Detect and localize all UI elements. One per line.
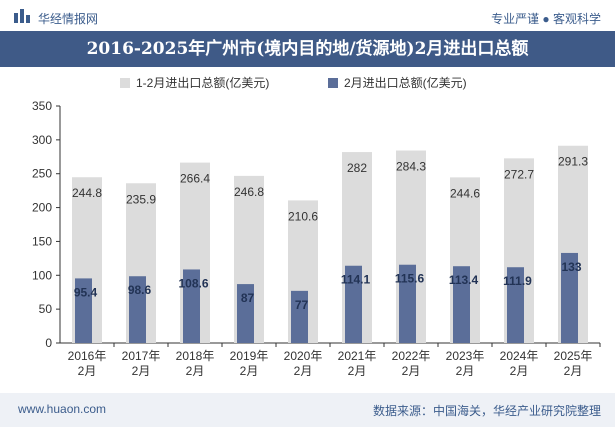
y-tick-label: 150 — [32, 234, 52, 248]
x-tick-label: 2月 — [78, 364, 97, 378]
slogan: 专业严谨 ● 客观科学 — [491, 12, 601, 26]
x-tick-label: 2月 — [186, 364, 205, 378]
chart-title: 2016-2025年广州市(境内目的地/货源地)2月进出口总额 — [86, 39, 529, 59]
legend-swatch-1 — [120, 78, 130, 88]
data-label-series1: 291.3 — [558, 155, 588, 169]
bar-series2 — [183, 269, 200, 343]
y-tick-label: 350 — [32, 99, 52, 113]
bar-series2 — [507, 267, 524, 343]
y-tick-label: 300 — [32, 133, 52, 147]
data-label-series1: 210.6 — [288, 209, 318, 223]
bar-series2 — [561, 252, 578, 343]
bar-series2 — [399, 264, 416, 343]
data-label-series2: 98.6 — [128, 283, 152, 297]
x-tick-label: 2月 — [510, 364, 529, 378]
legend-swatch-2 — [328, 78, 338, 88]
data-label-series1: 266.4 — [180, 172, 210, 186]
data-label-series2: 115.6 — [395, 272, 425, 286]
data-label-series1: 282 — [347, 161, 367, 175]
footer: www.huaon.com 数据来源：中国海关，华经产业研究院整理 — [0, 393, 615, 427]
x-tick-label: 2月 — [348, 364, 367, 378]
data-label-series1: 284.3 — [396, 159, 426, 173]
x-tick-label: 2月 — [402, 364, 421, 378]
top-bar: 华经情报网 专业严谨 ● 客观科学 — [0, 0, 615, 30]
bar-series2 — [291, 290, 308, 343]
x-tick-label: 2020年 — [284, 349, 323, 363]
data-label-series2: 95.4 — [74, 285, 98, 299]
data-source: 数据来源：中国海关，华经产业研究院整理 — [372, 404, 601, 418]
legend-label-2: 2月进出口总额(亿美元) — [344, 75, 467, 90]
x-tick-label: 2月 — [132, 364, 151, 378]
logo-icon — [14, 9, 30, 23]
x-tick-label: 2月 — [456, 364, 475, 378]
data-label-series2: 114.1 — [341, 273, 371, 287]
bar-chart: 1-2月进出口总额(亿美元) 2月进出口总额(亿美元) 0 50 100 150 200 25… — [32, 75, 601, 378]
x-tick-label: 2016年 — [68, 349, 107, 363]
x-tick-label: 2月 — [240, 364, 259, 378]
bar-series2 — [453, 266, 470, 343]
data-label-series1: 244.8 — [72, 186, 102, 200]
data-label-series2: 108.6 — [178, 276, 208, 290]
bar-series2 — [237, 284, 254, 343]
x-tick-label: 2月 — [294, 364, 313, 378]
x-tick-label: 2021年 — [338, 349, 377, 363]
legend-label-1: 1-2月进出口总额(亿美元) — [136, 75, 269, 90]
bar-series2 — [345, 265, 362, 343]
x-tick-label: 2023年 — [446, 349, 485, 363]
x-tick-label: 2018年 — [176, 349, 215, 363]
x-tick-label: 2月 — [564, 364, 583, 378]
y-tick-label: 100 — [32, 268, 52, 282]
y-tick-label: 50 — [39, 302, 53, 316]
x-tick-label: 2017年 — [122, 349, 161, 363]
data-label-series1: 246.8 — [234, 185, 264, 199]
data-label-series2: 77 — [295, 298, 309, 312]
data-label-series2: 133 — [561, 260, 581, 274]
brand-name: 华经情报网 — [38, 12, 99, 26]
data-label-series1: 272.7 — [504, 167, 534, 181]
x-tick-label: 2022年 — [392, 349, 431, 363]
x-tick-label: 2024年 — [500, 349, 539, 363]
x-tick-label: 2019年 — [230, 349, 269, 363]
title-bar: 2016-2025年广州市(境内目的地/货源地)2月进出口总额 — [0, 31, 615, 67]
bar-series2 — [129, 276, 146, 343]
y-tick-label: 250 — [32, 167, 52, 181]
website-url: www.huaon.com — [18, 402, 107, 416]
bar-series2 — [75, 278, 92, 343]
data-label-series2: 113.4 — [449, 273, 479, 287]
data-label-series1: 244.6 — [450, 186, 480, 200]
x-tick-label: 2025年 — [554, 349, 593, 363]
data-label-series2: 111.9 — [503, 274, 532, 288]
data-label-series2: 87 — [241, 291, 255, 305]
y-tick-label: 0 — [45, 336, 52, 350]
y-tick-label: 200 — [32, 201, 52, 215]
data-label-series1: 235.9 — [126, 192, 156, 206]
